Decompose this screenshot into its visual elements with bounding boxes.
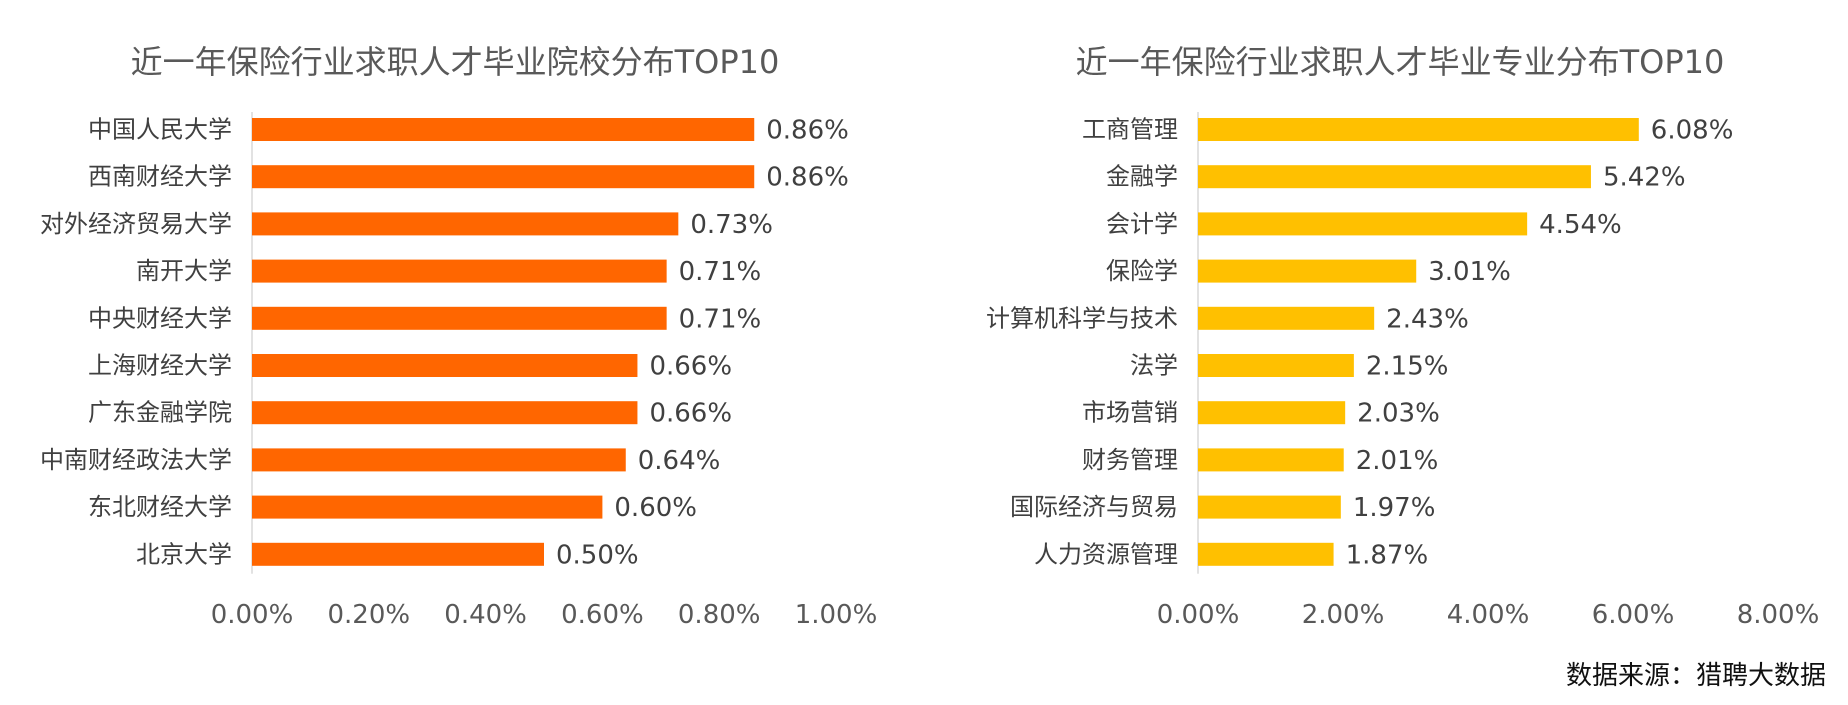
chart-2-tick-label: 8.00% — [1737, 600, 1820, 630]
chart-1-data-label: 0.86% — [766, 116, 849, 146]
chart-1-data-label: 0.60% — [614, 493, 697, 523]
chart-1-title: 近一年保险行业求职人才毕业院校分布TOP10 — [131, 43, 780, 81]
chart-2-data-label: 4.54% — [1539, 210, 1622, 240]
chart-1-bar — [252, 401, 638, 425]
chart-2-bar — [1198, 495, 1341, 519]
chart-1-tick-label: 0.40% — [444, 600, 527, 630]
chart-1-data-label: 0.50% — [556, 540, 639, 570]
chart-1-category-label: 广东金融学院 — [88, 399, 232, 427]
chart-1-data-label: 0.64% — [638, 446, 721, 476]
chart-2-bar — [1198, 448, 1344, 472]
chart-1-tick-label: 0.60% — [561, 600, 644, 630]
chart-1-bar — [252, 259, 667, 283]
chart-2-bar — [1198, 165, 1591, 189]
chart-1-category-label: 中国人民大学 — [88, 116, 232, 144]
chart-2-bar — [1198, 306, 1375, 330]
chart-2-title: 近一年保险行业求职人才毕业专业分布TOP10 — [1076, 43, 1725, 81]
chart-2-data-label: 2.01% — [1356, 446, 1439, 476]
chart-2-category-label: 国际经济与贸易 — [1010, 493, 1178, 521]
chart-1-category-label: 中南财经政法大学 — [40, 446, 232, 474]
chart-2-bar — [1198, 118, 1639, 141]
chart-1-data-label: 0.71% — [679, 257, 762, 287]
chart-2-data-label: 6.08% — [1651, 116, 1734, 146]
chart-2-data-label: 1.97% — [1353, 493, 1436, 523]
chart-2-tick-label: 4.00% — [1447, 600, 1530, 630]
chart-1-bar — [252, 354, 638, 377]
chart-2-tick-label: 6.00% — [1592, 600, 1675, 630]
chart-1-category-label: 中央财经大学 — [88, 304, 232, 332]
chart-1-tick-label: 0.00% — [211, 600, 294, 630]
chart-2-category-label: 会计学 — [1106, 210, 1178, 238]
chart-1-data-label: 0.73% — [690, 210, 773, 240]
chart-1-bar — [252, 542, 544, 566]
chart-1-category-label: 西南财经大学 — [88, 163, 232, 191]
chart-1-bar — [252, 212, 679, 236]
chart-2-tick-label: 0.00% — [1157, 600, 1240, 630]
chart-2-bar — [1198, 212, 1528, 236]
chart-1-category-label: 对外经济贸易大学 — [40, 210, 232, 238]
chart-1-tick-label: 1.00% — [795, 600, 878, 630]
chart-1-data-label: 0.66% — [649, 352, 732, 382]
chart-1-bar — [252, 118, 755, 141]
data-source-note: 数据来源：猎聘大数据 — [1565, 661, 1826, 691]
chart-1-bar — [252, 495, 603, 519]
chart-2-bar — [1198, 401, 1346, 425]
chart-2-category-label: 金融学 — [1106, 163, 1178, 191]
chart-1-category-label: 南开大学 — [136, 257, 232, 285]
chart-2-category-label: 计算机科学与技术 — [986, 304, 1178, 332]
chart-2-bar — [1198, 354, 1354, 377]
chart-1-bar — [252, 165, 755, 189]
chart-2-bar — [1198, 542, 1334, 566]
chart-2-tick-label: 2.00% — [1302, 600, 1385, 630]
chart-2-category-label: 保险学 — [1106, 257, 1178, 285]
chart-1-category-label: 北京大学 — [136, 540, 232, 568]
chart-2-data-label: 3.01% — [1428, 257, 1511, 287]
chart-2-data-label: 2.43% — [1386, 304, 1469, 334]
chart-1-tick-label: 0.20% — [327, 600, 410, 630]
chart-1-bar — [252, 306, 667, 330]
chart-2-data-label: 2.03% — [1357, 399, 1440, 429]
chart-2-data-label: 2.15% — [1366, 352, 1449, 382]
chart-1-tick-label: 0.80% — [678, 600, 761, 630]
chart-1-data-label: 0.71% — [679, 304, 762, 334]
chart-1-category-label: 东北财经大学 — [88, 493, 232, 521]
chart-2-bar — [1198, 259, 1417, 283]
chart-1-data-label: 0.86% — [766, 163, 849, 193]
chart-2-data-label: 1.87% — [1346, 540, 1429, 570]
chart-2-category-label: 财务管理 — [1082, 446, 1178, 474]
chart-2-category-label: 人力资源管理 — [1034, 540, 1178, 568]
chart-1-data-label: 0.66% — [649, 399, 732, 429]
chart-2-data-label: 5.42% — [1603, 163, 1686, 193]
chart-2-category-label: 市场营销 — [1082, 399, 1178, 427]
chart-2-category-label: 工商管理 — [1082, 116, 1178, 144]
chart-2-category-label: 法学 — [1130, 352, 1178, 380]
chart-1-bar — [252, 448, 626, 472]
chart-1-category-label: 上海财经大学 — [88, 352, 232, 380]
